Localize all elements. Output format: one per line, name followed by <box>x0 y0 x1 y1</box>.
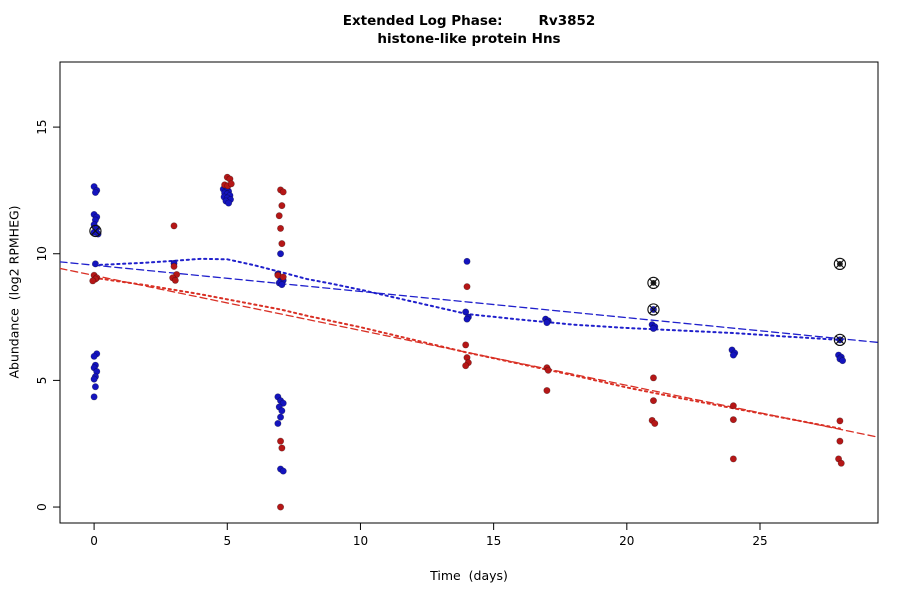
scatter-point <box>839 357 847 365</box>
y-axis-label: Abundance (log2 RPMHEG) <box>6 205 22 379</box>
scatter-point <box>278 202 286 210</box>
condition-blue-points <box>90 183 847 475</box>
red-smooth-fit-line <box>93 276 841 430</box>
scatter-point <box>836 437 844 445</box>
scatter-point <box>544 366 552 374</box>
scatter-point <box>837 459 845 467</box>
y-tick-label: 10 <box>35 246 49 261</box>
scatter-point <box>277 413 285 421</box>
scatter-point <box>463 257 471 265</box>
y-tick-label: 5 <box>35 377 49 385</box>
scatter-point <box>649 397 657 405</box>
scatter-point <box>170 222 178 230</box>
scatter-point <box>729 402 737 410</box>
x-tick-label: 20 <box>619 534 634 548</box>
scatter-point <box>90 375 98 383</box>
scatter-point <box>225 199 233 207</box>
outlier-ring <box>647 276 660 290</box>
scatter-point <box>90 352 98 360</box>
scatter-point <box>278 444 286 452</box>
blue-linear-fit-line <box>60 261 878 344</box>
y-tick-label: 0 <box>35 503 49 511</box>
x-tick-label: 25 <box>752 534 767 548</box>
scatter-point <box>543 387 551 395</box>
condition-red-points <box>89 173 845 511</box>
outlier-cross <box>649 305 658 314</box>
chart-title: Extended Log Phase: Rv3852 <box>60 13 878 29</box>
scatter-point <box>274 419 282 427</box>
scatter-point <box>170 262 178 270</box>
scatter-point <box>277 250 285 258</box>
outlier-marks <box>89 224 847 347</box>
scatter-point <box>275 212 283 220</box>
chart-title-prefix: Extended Log Phase: <box>342 13 503 29</box>
scatter-point <box>729 416 737 424</box>
scatter-point <box>462 308 470 316</box>
scatter-point <box>649 374 657 382</box>
scatter-point <box>171 276 179 284</box>
scatter-point <box>543 319 551 327</box>
outlier-ring <box>833 333 847 347</box>
scatter-point <box>463 283 471 291</box>
x-tick-label: 15 <box>486 534 501 548</box>
outlier-ring <box>647 303 660 316</box>
scatter-point <box>279 467 287 475</box>
scatter-point <box>91 383 99 391</box>
scatter-point <box>462 341 470 349</box>
outlier-cross <box>649 278 658 288</box>
outlier-cross <box>835 259 845 269</box>
x-axis: 0 5 10 15 20 25 <box>90 523 768 548</box>
scatter-point <box>91 260 99 268</box>
scatter-point <box>462 362 470 370</box>
scatter-point <box>227 180 235 188</box>
scatter-point <box>90 393 98 401</box>
outlier-ring <box>89 224 102 238</box>
scatter-point <box>279 399 287 407</box>
scatter-point <box>729 351 737 359</box>
plot-border <box>59 61 879 524</box>
scatter-point <box>836 417 844 425</box>
outlier-cross <box>91 226 100 236</box>
scatter-point <box>278 240 286 248</box>
blue-smooth-fit-line <box>93 257 841 341</box>
chart-title-gene: Rv3852 <box>538 13 596 29</box>
y-tick-label: 15 <box>35 119 49 134</box>
scatter-point <box>279 273 287 281</box>
x-tick-label: 10 <box>353 534 368 548</box>
trend-lines <box>60 257 878 438</box>
y-axis: 0 5 10 15 <box>35 119 60 511</box>
scatter-point <box>91 188 99 196</box>
x-tick-label: 0 <box>90 534 98 548</box>
x-axis-label: Time (days) <box>430 568 508 583</box>
x-tick-label: 5 <box>223 534 231 548</box>
scatter-point <box>278 281 286 289</box>
outlier-ring <box>833 257 847 271</box>
scatter-point <box>278 407 286 415</box>
scatter-point <box>277 224 285 232</box>
scatter-point <box>89 277 97 285</box>
outlier-cross <box>835 335 845 345</box>
scatter-point <box>279 188 287 196</box>
scatter-point <box>277 437 285 445</box>
scatter-point <box>649 324 657 332</box>
scatter-point <box>277 503 285 511</box>
chart-subtitle: histone-like protein Hns <box>377 31 561 47</box>
scatter-point <box>729 455 737 463</box>
scatter-point <box>651 419 659 427</box>
scatter-point <box>463 315 471 323</box>
